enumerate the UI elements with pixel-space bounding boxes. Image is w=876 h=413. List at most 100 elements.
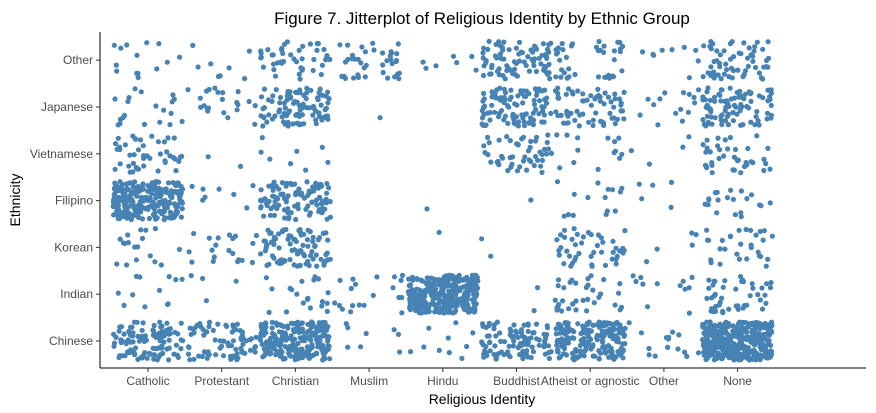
data-point	[738, 188, 745, 194]
data-point	[501, 94, 507, 101]
data-point	[768, 102, 774, 108]
data-point	[530, 58, 537, 65]
data-point	[321, 262, 327, 268]
data-point	[452, 274, 458, 280]
data-point	[762, 292, 768, 298]
data-point	[270, 93, 276, 99]
data-point	[445, 335, 451, 341]
data-point	[727, 352, 734, 358]
data-point	[545, 132, 551, 138]
data-point	[766, 350, 772, 356]
data-point	[504, 134, 510, 140]
data-point	[644, 259, 650, 265]
data-point	[596, 38, 602, 45]
data-point	[323, 230, 329, 236]
data-point	[542, 87, 548, 93]
data-point	[457, 287, 463, 294]
data-point	[270, 61, 277, 67]
data-point	[126, 95, 132, 101]
data-point	[718, 334, 724, 340]
data-point	[116, 328, 122, 334]
data-point	[319, 299, 325, 305]
data-point	[517, 351, 523, 358]
data-point	[285, 193, 291, 199]
data-point	[561, 213, 567, 219]
data-point	[164, 59, 170, 65]
data-point	[686, 310, 693, 316]
data-point	[547, 76, 553, 82]
data-point	[311, 188, 317, 194]
data-point	[144, 40, 150, 46]
data-point	[707, 97, 713, 103]
data-point	[132, 203, 138, 209]
data-point	[422, 287, 428, 293]
data-point	[272, 198, 278, 205]
data-point	[499, 153, 505, 159]
data-point	[352, 56, 358, 62]
data-point	[485, 46, 491, 53]
data-point	[510, 111, 516, 117]
data-point	[619, 151, 625, 157]
data-point	[133, 257, 139, 263]
data-point	[261, 86, 268, 92]
data-point	[407, 307, 413, 313]
data-point	[538, 61, 544, 67]
data-point	[767, 285, 774, 291]
data-point	[279, 329, 286, 335]
data-point	[232, 233, 238, 239]
data-point	[500, 73, 506, 79]
data-point	[295, 324, 301, 330]
data-point	[746, 357, 753, 363]
data-point	[305, 258, 311, 264]
data-point	[297, 346, 303, 353]
data-point	[141, 163, 147, 169]
data-point	[115, 215, 121, 222]
data-point	[613, 245, 619, 251]
data-point	[743, 352, 749, 358]
data-point	[769, 233, 776, 239]
data-point	[522, 154, 528, 160]
data-point	[173, 342, 179, 348]
data-point	[128, 347, 134, 353]
data-point	[149, 133, 155, 139]
data-point	[263, 200, 270, 206]
data-point	[534, 336, 540, 342]
data-point	[573, 254, 579, 260]
data-point	[644, 304, 651, 310]
data-point	[531, 62, 537, 69]
data-point	[611, 104, 617, 110]
data-point	[318, 102, 324, 108]
data-point	[288, 233, 294, 239]
data-point	[215, 89, 221, 95]
data-point	[456, 272, 462, 278]
data-point	[758, 203, 764, 209]
data-point	[539, 151, 545, 158]
data-point	[130, 292, 136, 298]
y-axis-title: Ethnicity	[7, 174, 23, 227]
data-point	[760, 76, 766, 82]
data-point	[304, 179, 310, 185]
data-point	[706, 352, 712, 358]
data-point	[742, 91, 748, 97]
data-point	[278, 337, 284, 343]
data-point	[217, 345, 223, 351]
data-point	[580, 297, 586, 303]
data-point	[748, 98, 754, 104]
data-point	[304, 353, 310, 359]
data-point	[281, 41, 288, 47]
data-point	[724, 323, 730, 330]
data-point	[496, 110, 502, 117]
data-point	[230, 250, 236, 256]
data-point	[446, 309, 452, 315]
data-point	[711, 94, 718, 100]
data-point	[180, 338, 186, 344]
data-point	[608, 99, 614, 105]
data-point	[220, 90, 226, 96]
data-point	[708, 64, 714, 70]
data-point	[117, 353, 123, 359]
data-point	[521, 119, 527, 125]
data-point	[206, 235, 212, 241]
data-point	[141, 153, 147, 159]
data-point	[115, 290, 121, 296]
data-point	[239, 332, 245, 339]
